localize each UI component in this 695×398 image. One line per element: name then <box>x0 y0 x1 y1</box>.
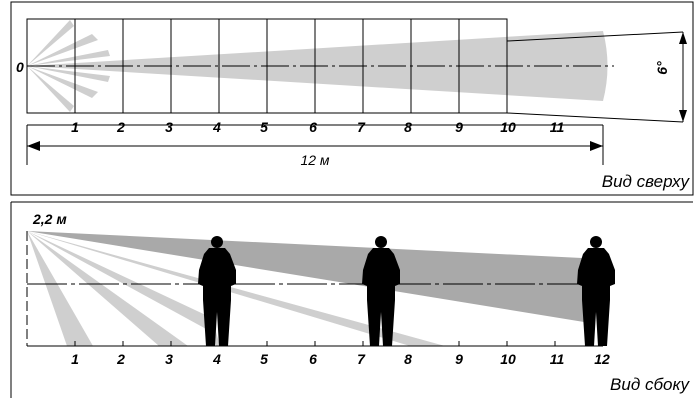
side-tick-12: 12 <box>594 351 610 367</box>
side-tick-8: 8 <box>404 351 412 367</box>
height-label: 2,2 м <box>32 211 67 227</box>
top-view-caption: Вид сверху <box>602 172 691 191</box>
top-tick-7: 7 <box>357 119 366 135</box>
angle-arrow-bottom <box>679 110 687 122</box>
side-tick-labels: 1 2 3 4 5 6 7 8 9 10 11 12 <box>71 351 610 367</box>
top-near-fan <box>27 20 110 112</box>
top-tick-2: 2 <box>116 119 125 135</box>
top-tick-labels: 1 2 3 4 5 6 7 8 9 10 11 <box>71 119 564 135</box>
top-tick-10: 10 <box>500 119 516 135</box>
side-ticks <box>74 341 556 346</box>
angle-arrow-top <box>679 32 687 44</box>
side-dark-beam <box>27 231 584 322</box>
top-view-panel: 0 6° 1 2 3 4 5 6 7 8 9 10 11 12 м Вид св… <box>10 1 694 196</box>
side-tick-10: 10 <box>500 351 516 367</box>
side-tick-6: 6 <box>309 351 317 367</box>
side-tick-4: 4 <box>212 351 221 367</box>
top-ruler <box>26 124 604 165</box>
person-figure-3 <box>577 236 615 346</box>
side-view-panel: 2,2 м 1 2 3 4 5 6 7 8 9 10 11 12 Вид сбо… <box>10 201 693 398</box>
side-tick-11: 11 <box>550 351 565 367</box>
person-figure-1 <box>198 236 236 346</box>
ruler-arrow-left <box>27 141 40 151</box>
side-tick-1: 1 <box>71 351 79 367</box>
angle-label: 6° <box>654 61 670 75</box>
side-view-caption: Вид сбоку <box>610 375 690 394</box>
person-figure-2 <box>362 236 400 346</box>
top-tick-1: 1 <box>71 119 79 135</box>
distance-label: 12 м <box>300 152 329 168</box>
ruler-arrow-right <box>590 141 603 151</box>
top-tick-8: 8 <box>404 119 412 135</box>
top-tick-4: 4 <box>212 119 221 135</box>
side-tick-3: 3 <box>165 351 173 367</box>
top-tick-3: 3 <box>165 119 173 135</box>
top-tick-6: 6 <box>309 119 317 135</box>
origin-label: 0 <box>16 59 24 75</box>
side-light-beams <box>27 231 445 346</box>
side-tick-9: 9 <box>455 351 463 367</box>
top-tick-5: 5 <box>260 119 268 135</box>
top-tick-11: 11 <box>550 119 565 135</box>
side-tick-2: 2 <box>116 351 125 367</box>
side-tick-5: 5 <box>260 351 268 367</box>
top-view-frame <box>10 1 694 196</box>
side-tick-7: 7 <box>357 351 366 367</box>
top-tick-9: 9 <box>455 119 463 135</box>
